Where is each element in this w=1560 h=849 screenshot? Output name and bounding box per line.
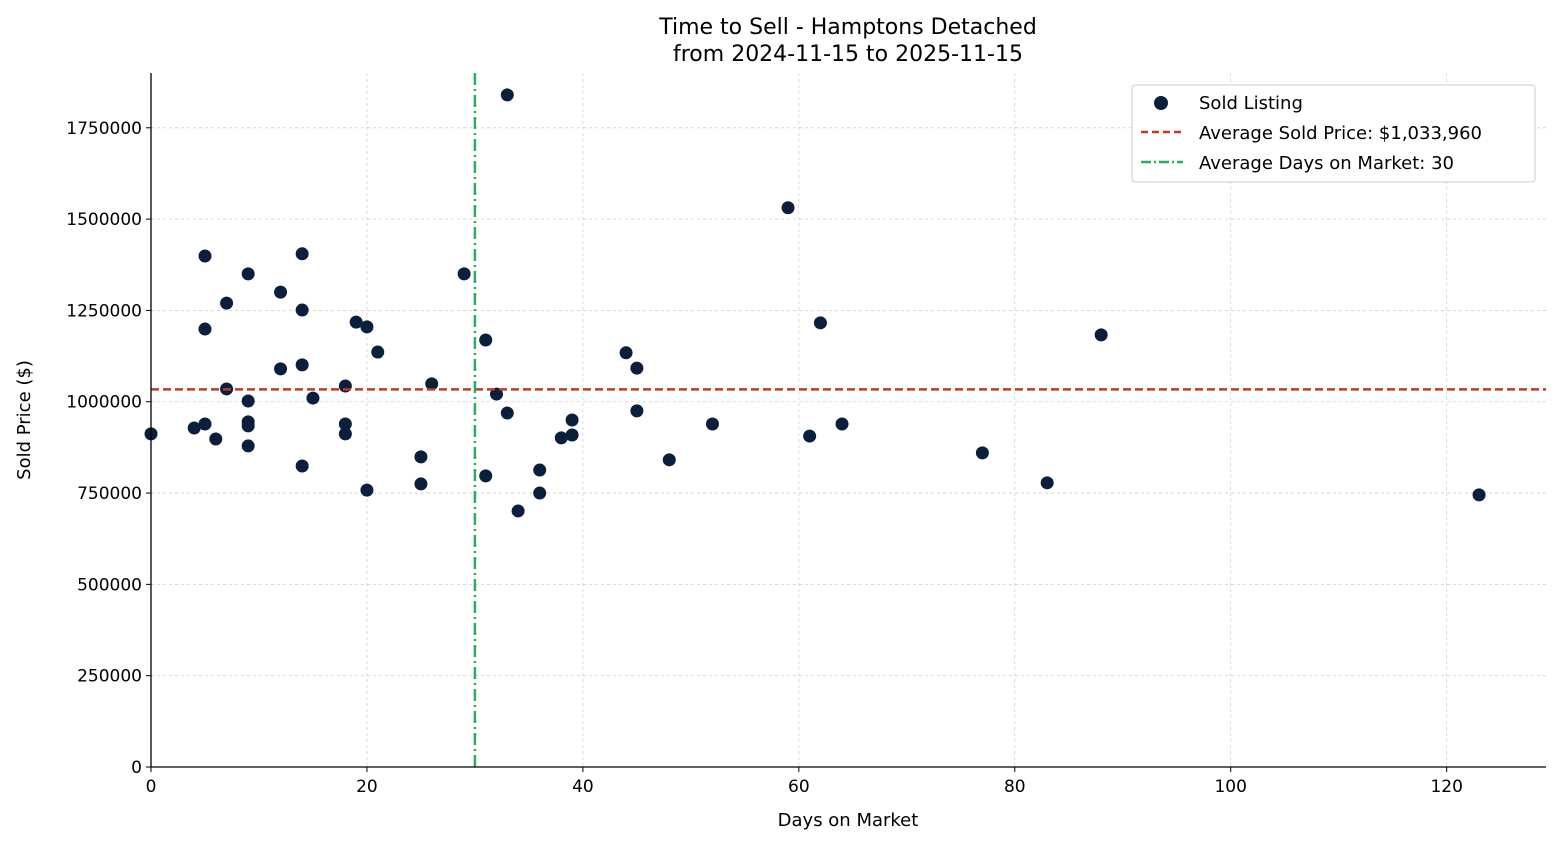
- data-point: [306, 391, 320, 405]
- data-point: [338, 417, 352, 431]
- legend-scatter-marker: [1154, 96, 1168, 110]
- data-point: [490, 387, 504, 401]
- x-tick-label: 60: [788, 777, 810, 797]
- data-point: [371, 345, 385, 359]
- data-point: [457, 267, 471, 281]
- data-point: [813, 316, 827, 330]
- legend: Sold Listing Average Sold Price: $1,033,…: [1131, 84, 1536, 183]
- y-tick-label: 250000: [77, 667, 142, 687]
- data-point: [630, 404, 644, 418]
- data-point: [414, 450, 428, 464]
- data-point: [1094, 328, 1108, 342]
- data-point: [360, 483, 374, 497]
- y-tick-label: 0: [131, 758, 142, 778]
- data-point: [360, 320, 374, 334]
- x-tick-label: 80: [1004, 777, 1026, 797]
- x-tick-label: 40: [572, 777, 594, 797]
- data-point: [338, 427, 352, 441]
- data-point: [198, 417, 212, 431]
- data-point: [414, 477, 428, 491]
- chart-title: Time to Sell - Hamptons Detached: [658, 15, 1037, 40]
- legend-scatter-label: Sold Listing: [1199, 93, 1303, 114]
- data-point: [1472, 488, 1486, 502]
- x-axis-label: Days on Market: [778, 810, 919, 831]
- data-point: [705, 417, 719, 431]
- legend-avg-days-label: Average Days on Market: 30: [1199, 153, 1454, 174]
- data-point: [295, 247, 309, 261]
- data-point: [274, 362, 288, 376]
- y-tick-label: 1750000: [66, 119, 142, 139]
- data-point: [565, 428, 579, 442]
- data-point: [198, 249, 212, 263]
- y-axis-label: Sold Price ($): [14, 360, 35, 480]
- x-tick-label: 0: [146, 777, 157, 797]
- data-point: [803, 429, 817, 443]
- data-point: [630, 361, 644, 375]
- x-tick-label: 120: [1430, 777, 1462, 797]
- data-point: [511, 504, 525, 518]
- y-tick-label: 1500000: [66, 210, 142, 230]
- data-point: [500, 88, 514, 102]
- data-point: [781, 201, 795, 215]
- data-point: [533, 463, 547, 477]
- y-tick-label: 1000000: [66, 393, 142, 413]
- data-point: [220, 296, 234, 310]
- chart-subtitle: from 2024-11-15 to 2025-11-15: [673, 42, 1023, 67]
- data-point: [209, 432, 223, 446]
- x-tick-label: 100: [1214, 777, 1246, 797]
- data-point: [274, 285, 288, 299]
- data-point: [835, 417, 849, 431]
- y-tick-label: 1250000: [66, 301, 142, 321]
- data-point: [533, 486, 547, 500]
- data-point: [554, 431, 568, 445]
- data-point: [241, 394, 255, 408]
- x-tick-label: 20: [356, 777, 378, 797]
- data-point: [241, 439, 255, 453]
- data-point: [662, 453, 676, 467]
- legend-avg-price-label: Average Sold Price: $1,033,960: [1199, 123, 1482, 144]
- data-point: [241, 419, 255, 433]
- data-point: [349, 315, 363, 329]
- y-tick-label: 500000: [77, 575, 142, 595]
- data-point: [295, 358, 309, 372]
- data-point: [1040, 476, 1054, 490]
- data-point: [187, 421, 201, 435]
- data-point: [619, 346, 633, 360]
- data-point: [295, 303, 309, 317]
- data-point: [500, 406, 514, 420]
- data-point: [425, 377, 439, 391]
- data-point: [198, 322, 212, 336]
- data-point: [479, 469, 493, 483]
- data-point: [241, 267, 255, 281]
- data-point: [479, 333, 493, 347]
- data-point: [975, 446, 989, 460]
- data-point: [565, 413, 579, 427]
- data-point: [295, 459, 309, 473]
- y-tick-label: 750000: [77, 484, 142, 504]
